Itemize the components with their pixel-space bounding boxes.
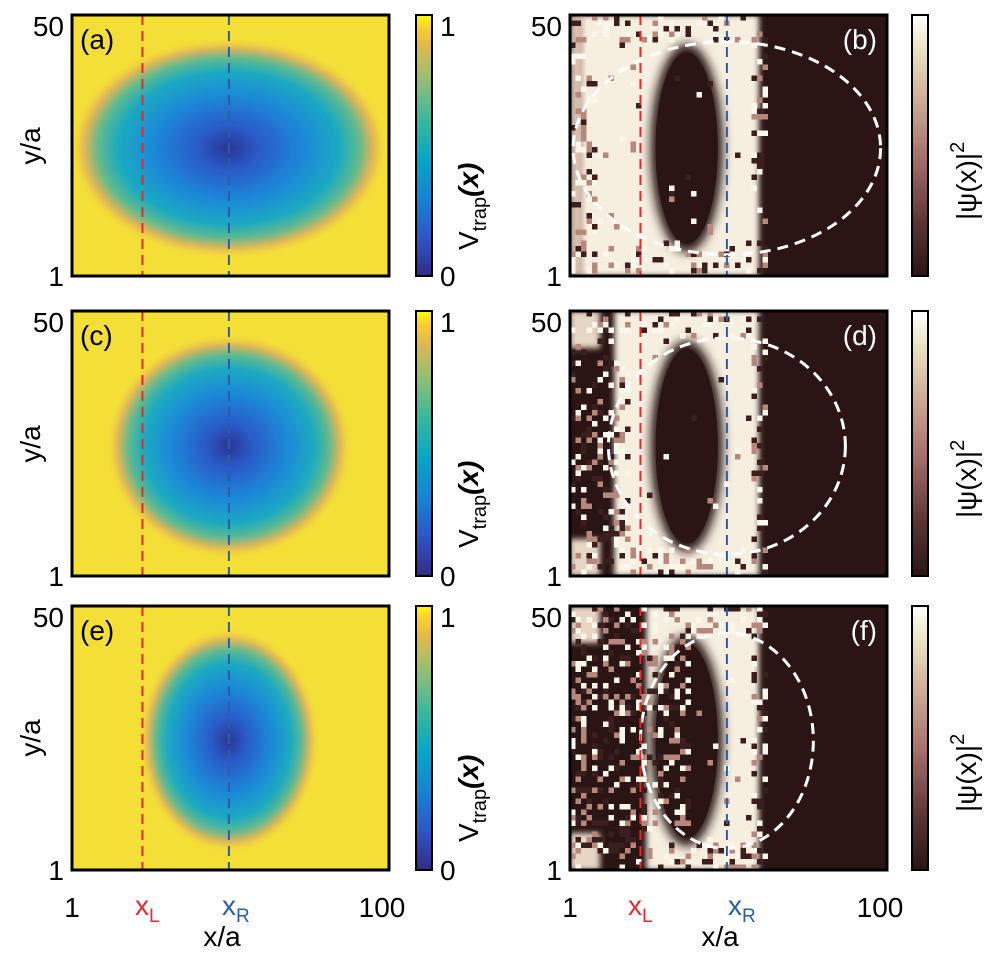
panel-frame: [70, 309, 391, 578]
y-tick-top-b: 50: [531, 11, 562, 42]
trap-contour: [571, 40, 883, 257]
panel-label: (d): [843, 320, 877, 351]
colorbar: [415, 310, 433, 577]
x-axis-label-left: x/a: [203, 921, 241, 952]
y-tick-top-d: 50: [531, 307, 562, 338]
panel-e: (e): [70, 604, 433, 872]
cbar-a-label: Vtrap(x): [453, 163, 491, 250]
x-left-marker-label-left: xL: [135, 890, 160, 927]
x-axis-label-right: x/a: [701, 921, 739, 952]
cbar-c-label: Vtrap(x): [453, 461, 491, 548]
panel-label: (c): [80, 320, 113, 351]
panel-frame: [568, 604, 889, 872]
y-tick-bottom-a: 1: [48, 261, 64, 292]
colorbar: [911, 14, 929, 277]
y-tick-top-c: 50: [33, 307, 64, 338]
y-tick-top-e: 50: [33, 602, 64, 633]
cbar-a-tick-max: 1: [440, 11, 456, 42]
cbar-e-tick-max: 1: [440, 602, 456, 633]
panel-frame: [70, 604, 391, 872]
y-tick-bottom-d: 1: [546, 561, 562, 592]
panel-c: (c): [70, 309, 433, 578]
y-tick-top-a: 50: [33, 11, 64, 42]
x-right-marker-label-left: xR: [222, 890, 250, 927]
x-tick-min-right: 1: [562, 892, 578, 923]
y-tick-bottom-f: 1: [546, 855, 562, 886]
colorbar: [415, 605, 433, 871]
panel-label: (e): [80, 615, 114, 646]
panel-frame: [568, 309, 889, 578]
x-right-marker-label-right: xR: [728, 890, 756, 927]
cbar-e-label: Vtrap(x): [453, 755, 491, 842]
cbar-e-tick-min: 0: [440, 855, 456, 886]
x-tick-max-left: 100: [359, 892, 406, 923]
panel-frame: [70, 13, 391, 278]
text-layer: y/a y/a y/a 50 1 50 1 50 1 50 1 50 1 50 …: [15, 11, 982, 952]
colorbar: [911, 310, 929, 577]
panel-label: (f): [851, 615, 877, 646]
panel-b: (b): [568, 13, 929, 278]
panel-d: (d): [568, 309, 929, 578]
y-tick-top-f: 50: [531, 602, 562, 633]
y-tick-bottom-b: 1: [546, 261, 562, 292]
cbar-d-label: |ψ(x)|2: [947, 440, 982, 518]
cbar-c-tick-max: 1: [440, 307, 456, 338]
cbar-a-tick-min: 0: [440, 261, 456, 292]
panels-layer: (a) (b) (c) (d) (e) (f): [70, 13, 929, 872]
y-axis-label-row1: y/a: [15, 127, 46, 165]
y-tick-bottom-c: 1: [48, 561, 64, 592]
colorbar: [911, 605, 929, 871]
panel-label: (a): [80, 24, 114, 55]
y-axis-label-row2: y/a: [15, 425, 46, 463]
panel-label: (b): [843, 24, 877, 55]
x-left-marker-label-right: xL: [628, 890, 653, 927]
y-axis-label-row3: y/a: [15, 719, 46, 757]
density-noise: [570, 311, 768, 575]
trap-contour: [606, 336, 847, 556]
cbar-b-label: |ψ(x)|2: [947, 142, 982, 220]
panel-a: (a): [70, 13, 433, 278]
x-tick-max-right: 100: [857, 892, 904, 923]
panel-frame: [568, 13, 889, 278]
cbar-f-label: |ψ(x)|2: [947, 734, 982, 812]
y-tick-bottom-e: 1: [48, 855, 64, 886]
cbar-c-tick-min: 0: [440, 561, 456, 592]
colorbar: [415, 14, 433, 277]
panel-f: (f): [568, 604, 929, 872]
density-noise: [570, 606, 768, 870]
x-tick-min-left: 1: [64, 892, 80, 923]
